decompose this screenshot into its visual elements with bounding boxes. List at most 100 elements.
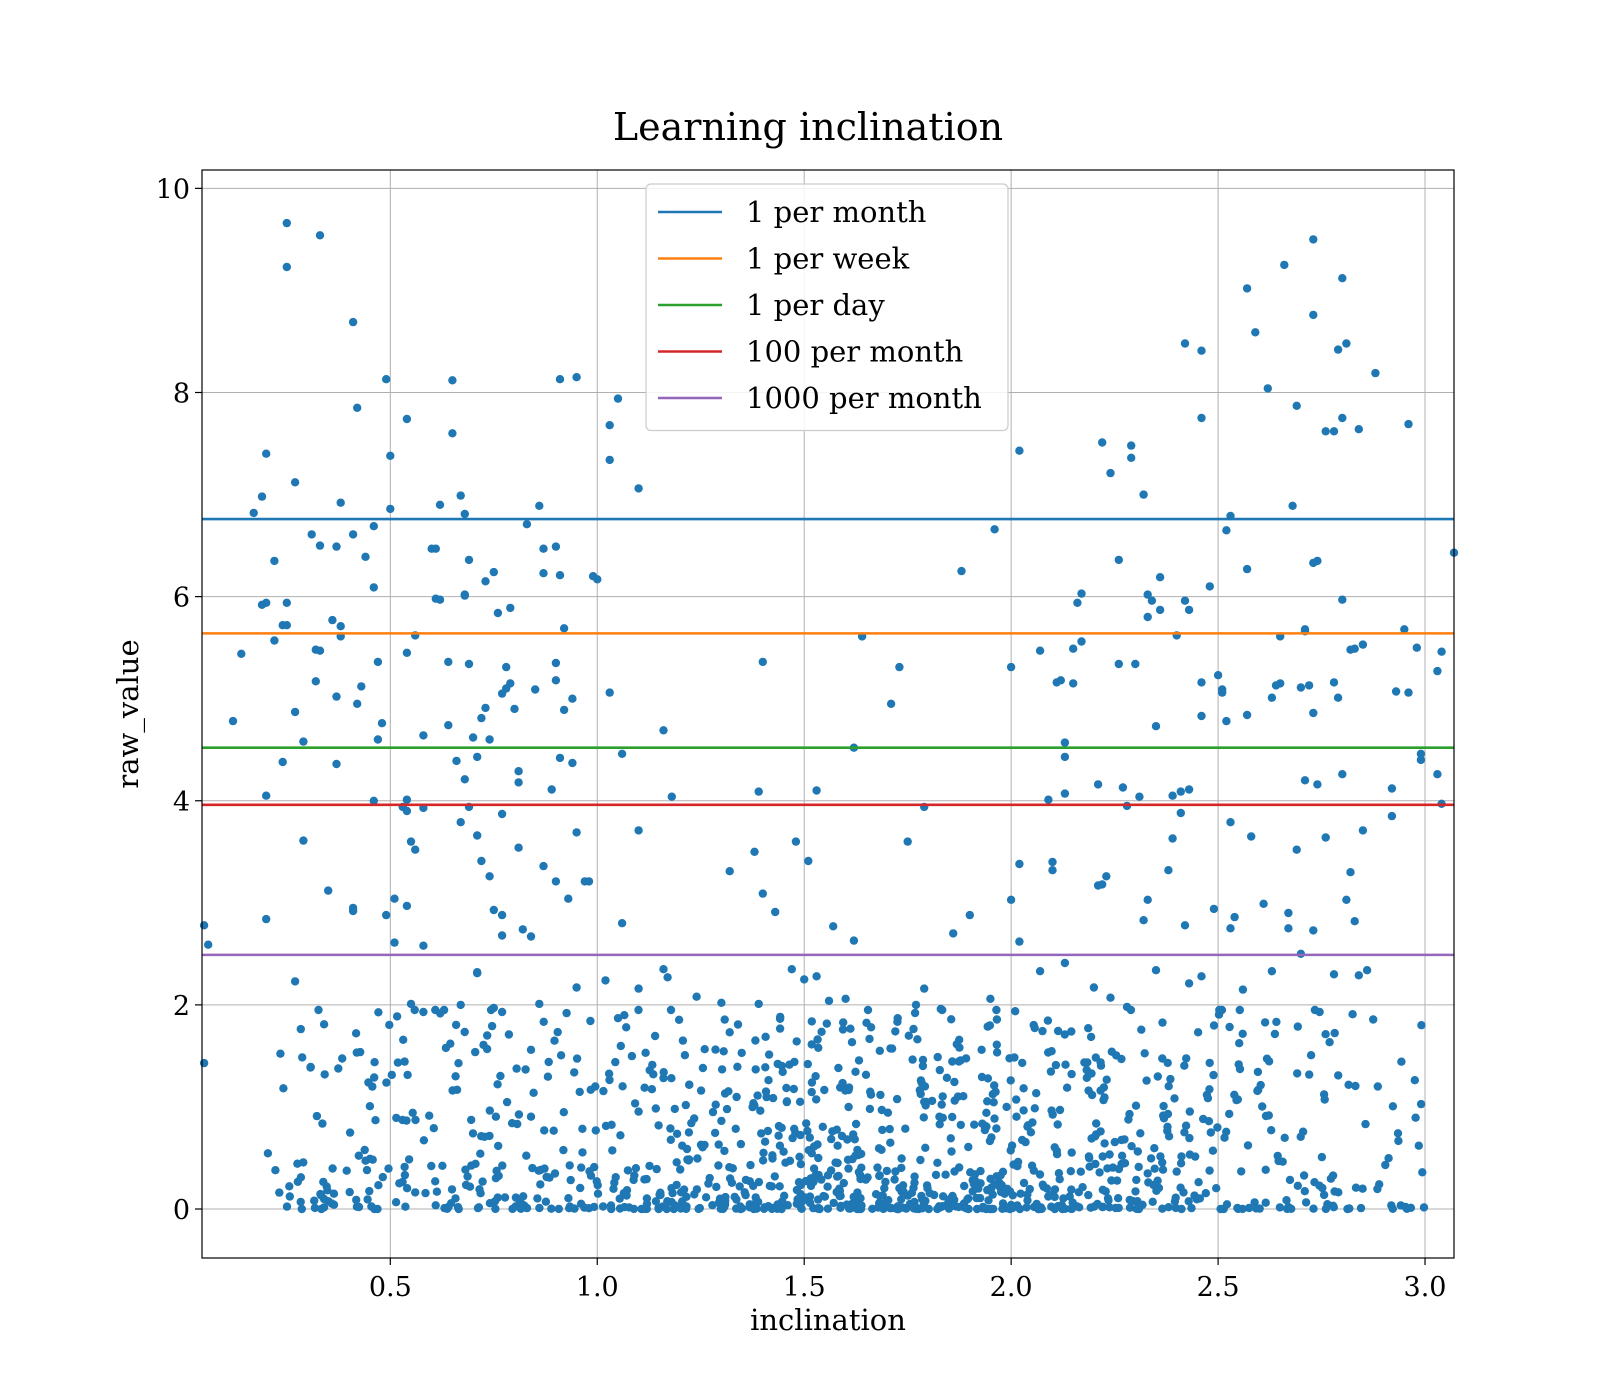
data-point — [1313, 780, 1322, 789]
data-point — [464, 555, 474, 565]
data-point — [891, 1027, 900, 1036]
data-point — [679, 1185, 689, 1194]
x-tick-label: 1.5 — [783, 1272, 826, 1303]
data-point — [360, 1145, 369, 1155]
data-point — [352, 1195, 361, 1205]
data-point — [1346, 868, 1355, 877]
data-point — [425, 1111, 434, 1120]
data-point — [572, 983, 581, 992]
data-point — [701, 1193, 711, 1202]
data-point — [1077, 637, 1086, 646]
data-point — [762, 1092, 771, 1102]
data-point — [318, 1119, 327, 1128]
data-point — [911, 1000, 921, 1010]
data-point — [315, 646, 325, 655]
data-point — [648, 1060, 657, 1070]
data-point — [1293, 1069, 1302, 1078]
data-point — [1062, 1083, 1072, 1092]
data-point — [299, 836, 308, 845]
data-point — [1015, 937, 1024, 946]
data-point — [1234, 1060, 1243, 1069]
data-point — [1077, 589, 1086, 598]
data-point — [736, 1139, 746, 1149]
data-point — [419, 1007, 428, 1017]
data-point — [824, 996, 834, 1005]
data-point — [759, 1148, 768, 1158]
data-point — [1019, 1178, 1029, 1188]
data-point — [1310, 1178, 1319, 1187]
data-point — [1388, 1204, 1398, 1214]
data-point — [779, 1147, 788, 1156]
data-point — [745, 1200, 754, 1209]
legend-box — [645, 183, 1009, 432]
data-point — [1184, 1197, 1193, 1206]
data-point — [659, 965, 668, 974]
data-point — [725, 867, 734, 876]
data-point — [710, 1128, 720, 1138]
data-point — [432, 1187, 442, 1196]
data-point — [456, 1000, 465, 1010]
data-point — [983, 1074, 993, 1083]
data-point — [1208, 1146, 1218, 1155]
data-point — [1284, 908, 1293, 918]
data-point — [369, 522, 378, 531]
data-point — [1373, 1184, 1382, 1194]
data-point — [838, 1078, 847, 1088]
data-point — [1304, 681, 1314, 690]
data-point — [775, 1182, 784, 1191]
data-point — [829, 1198, 838, 1208]
data-point — [666, 1005, 676, 1015]
data-point — [976, 1166, 985, 1176]
data-point — [1218, 685, 1227, 694]
data-point — [1061, 1060, 1070, 1069]
data-point — [910, 1172, 919, 1181]
data-point — [901, 1124, 910, 1133]
data-point — [1140, 1049, 1149, 1058]
data-point — [1114, 555, 1124, 565]
data-point — [761, 1032, 770, 1042]
data-point — [732, 1092, 741, 1102]
data-point — [451, 1194, 460, 1203]
data-point — [957, 566, 966, 576]
data-point — [1137, 1025, 1146, 1034]
data-point — [541, 1197, 551, 1206]
data-point — [1102, 872, 1111, 881]
data-point — [724, 1087, 733, 1096]
data-point — [199, 921, 209, 930]
data-point — [970, 1120, 979, 1129]
data-point — [328, 1164, 337, 1173]
data-point — [1153, 1176, 1162, 1185]
data-point — [1168, 834, 1177, 843]
data-point — [796, 1160, 806, 1169]
data-point — [725, 1174, 735, 1183]
data-point — [500, 1193, 510, 1202]
data-point — [1132, 1175, 1141, 1185]
data-point — [1187, 1203, 1196, 1213]
data-point — [1184, 605, 1194, 615]
data-point — [329, 1189, 339, 1198]
data-point — [817, 1027, 826, 1037]
data-point — [1338, 413, 1347, 423]
data-point — [684, 1128, 694, 1137]
data-point — [795, 1097, 805, 1107]
data-point — [833, 1141, 842, 1150]
data-point — [882, 1166, 892, 1176]
data-point — [1180, 1061, 1189, 1070]
data-point — [477, 856, 486, 866]
data-point — [955, 1043, 964, 1052]
data-point — [461, 1165, 470, 1174]
data-point — [721, 1192, 730, 1202]
data-point — [1029, 1166, 1039, 1175]
data-point — [990, 1081, 999, 1090]
data-point — [1288, 501, 1297, 510]
data-point — [319, 1177, 328, 1187]
data-point — [386, 451, 395, 460]
data-point — [811, 1072, 820, 1081]
data-point — [796, 1130, 805, 1140]
data-point — [1050, 1143, 1059, 1152]
data-point — [881, 1177, 890, 1187]
data-point — [861, 1070, 871, 1080]
data-point — [402, 1116, 411, 1125]
data-point — [913, 1035, 922, 1044]
data-point — [317, 1204, 326, 1214]
